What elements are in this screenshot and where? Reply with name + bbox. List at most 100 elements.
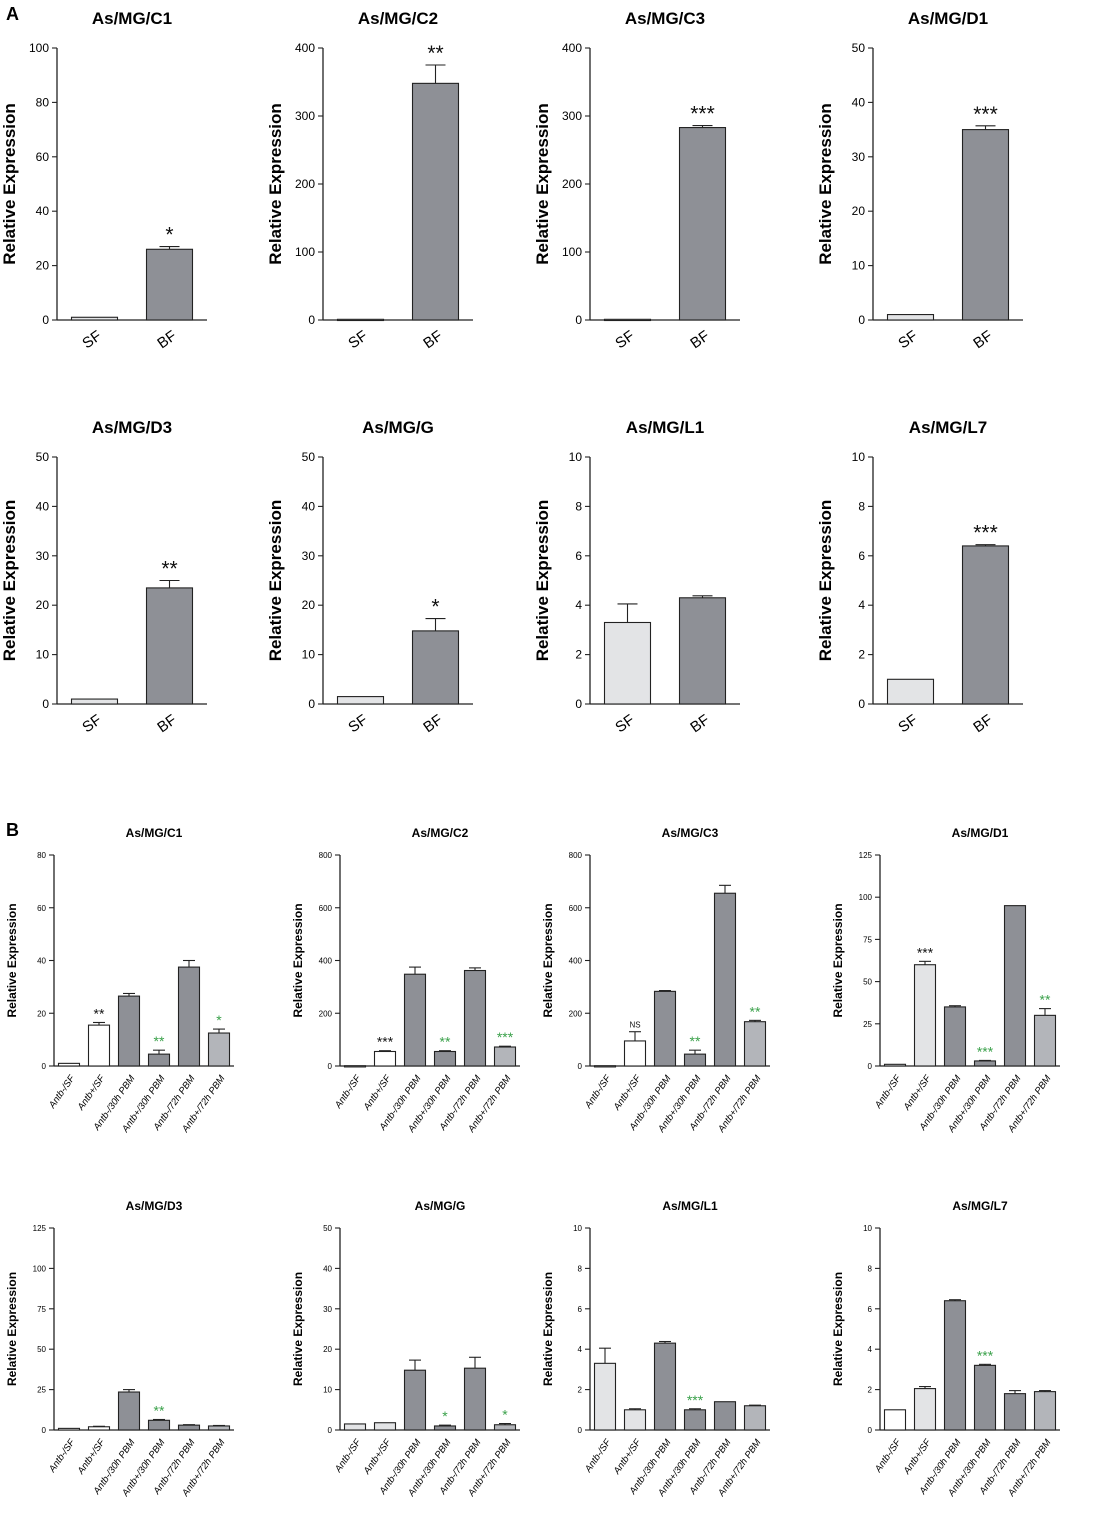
y-tick-label: 0: [42, 1062, 47, 1071]
chart-title: As/MG/L1: [662, 1199, 718, 1213]
bar: [913, 1388, 937, 1431]
bar: [343, 1423, 367, 1431]
y-tick-label: 2: [578, 1386, 583, 1395]
x-tick-label: BF: [420, 327, 445, 352]
bar: [57, 1427, 81, 1431]
bar: [493, 1424, 517, 1431]
bar: [883, 1409, 907, 1431]
x-tick-label: Antb-/SF: [46, 1436, 78, 1475]
bar: [117, 995, 141, 1067]
y-axis-label: Relative Expression: [541, 903, 555, 1017]
y-tick-label: 40: [302, 499, 316, 513]
x-tick-label: SF: [612, 711, 637, 736]
y-tick-label: 60: [36, 150, 50, 164]
x-tick-label: Antb+/SF: [901, 1436, 934, 1477]
chart-title: As/MG/D1: [952, 826, 1009, 840]
x-tick-label: Antb-/SF: [332, 1072, 364, 1111]
y-tick-label: 4: [575, 598, 582, 612]
y-tick-label: 50: [323, 1224, 332, 1233]
x-tick-label: Antb+/SF: [361, 1072, 394, 1113]
bar: [147, 1419, 171, 1431]
y-tick-label: 4: [858, 598, 865, 612]
significance-label: **: [690, 1033, 701, 1049]
bar: [147, 1053, 171, 1067]
y-axis-label: Relative Expression: [5, 1272, 19, 1386]
significance-label: **: [440, 1034, 451, 1050]
y-tick-label: 10: [36, 648, 50, 662]
bar: [177, 966, 201, 1067]
y-tick-label: 200: [569, 1009, 583, 1018]
significance-label: **: [161, 558, 177, 581]
chart-a-as-mg-c2: As/MG/C2 Relative Expression 0 100 200 300 400…: [266, 9, 473, 352]
chart-b-as-mg-d1: As/MG/D1 Relative Expression 0 25 50 75 100 125…: [831, 826, 1060, 1135]
y-tick-label: 0: [328, 1426, 333, 1435]
chart-b-as-mg-l1: As/MG/L1 Relative Expression 0 2 4 6 8 10 Antb-/…: [541, 1199, 770, 1499]
x-tick-label: BF: [687, 711, 712, 736]
bar: [145, 587, 194, 705]
y-tick-label: 0: [578, 1062, 583, 1071]
y-tick-label: 6: [575, 549, 582, 563]
y-tick-label: 25: [37, 1386, 46, 1395]
bar: [886, 678, 935, 705]
chart-a-as-mg-g: As/MG/G Relative Expression 0 10 20 30 40 50 SF *…: [266, 418, 473, 736]
x-tick-label: Antb+/SF: [361, 1436, 394, 1477]
x-tick-label: Antb-/SF: [332, 1436, 364, 1475]
bar: [973, 1060, 997, 1067]
significance-label: **: [427, 42, 443, 65]
chart-a-as-mg-l7: As/MG/L7 Relative Expression 0 2 4 6 8 10 SF *** B…: [816, 418, 1023, 736]
y-axis-label: Relative Expression: [266, 500, 285, 662]
panel-label-a: A: [6, 4, 19, 24]
y-tick-label: 0: [575, 697, 582, 711]
y-tick-label: 600: [569, 904, 583, 913]
y-axis-label: Relative Expression: [291, 1272, 305, 1386]
x-tick-label: Antb-/SF: [582, 1436, 614, 1475]
bar: [678, 127, 727, 321]
bar: [207, 1032, 231, 1067]
significance-label: ***: [973, 103, 998, 126]
significance-label: *: [216, 1012, 222, 1028]
chart-title: As/MG/C3: [625, 9, 705, 28]
chart-b-as-mg-g: As/MG/G Relative Expression 0 10 20 30 40 50 Ant…: [291, 1199, 520, 1499]
y-tick-label: 8: [575, 499, 582, 513]
chart-title: As/MG/C1: [92, 9, 172, 28]
y-axis-label: Relative Expression: [533, 103, 552, 265]
bar: [653, 1342, 677, 1431]
y-tick-label: 100: [33, 1264, 47, 1273]
bar: [411, 630, 460, 705]
chart-title: As/MG/C2: [412, 826, 469, 840]
bar: [943, 1006, 967, 1067]
y-tick-label: 0: [328, 1062, 333, 1071]
x-tick-label: Antb+/SF: [75, 1072, 108, 1113]
chart-title: As/MG/G: [415, 1199, 466, 1213]
y-tick-label: 0: [308, 313, 315, 327]
y-tick-label: 400: [562, 41, 582, 55]
y-tick-label: 4: [868, 1345, 873, 1354]
y-tick-label: 75: [863, 935, 872, 944]
x-tick-label: BF: [970, 711, 995, 736]
significance-label: *: [431, 596, 439, 619]
y-tick-label: 0: [578, 1426, 583, 1435]
x-tick-label: Antb+/SF: [611, 1436, 644, 1477]
chart-a-as-mg-c3: As/MG/C3 Relative Expression 0 100 200 300 400…: [533, 9, 740, 352]
y-tick-label: 10: [302, 648, 316, 662]
y-tick-label: 20: [37, 1009, 46, 1018]
bar: [593, 1362, 617, 1431]
y-tick-label: 400: [319, 957, 333, 966]
y-tick-label: 0: [858, 313, 865, 327]
y-tick-label: 10: [863, 1224, 872, 1233]
y-tick-label: 200: [319, 1009, 333, 1018]
x-tick-label: BF: [420, 711, 445, 736]
bar: [886, 314, 935, 321]
significance-label: ***: [977, 1043, 994, 1059]
chart-b-as-mg-l7: As/MG/L7 Relative Expression 0 2 4 6 8 10 Antb-/…: [831, 1199, 1060, 1499]
y-tick-label: 20: [852, 204, 866, 218]
bar: [943, 1300, 967, 1431]
y-tick-label: 125: [859, 851, 873, 860]
x-tick-label: Antb+/SF: [611, 1072, 644, 1113]
significance-label: ***: [917, 944, 934, 960]
x-tick-label: Antb-/SF: [582, 1072, 614, 1111]
bar: [678, 597, 727, 705]
chart-a-as-mg-c1: As/MG/C1 Relative Expression 0 20 40 60 80 100 S…: [0, 9, 207, 352]
y-tick-label: 300: [295, 109, 315, 123]
bar: [623, 1040, 647, 1067]
